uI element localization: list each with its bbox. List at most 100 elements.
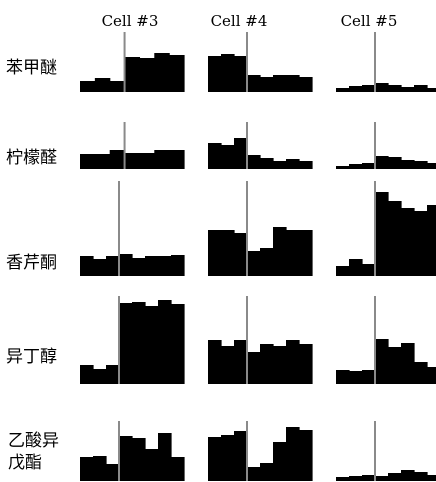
histogram-bar bbox=[260, 158, 274, 169]
histogram-bar bbox=[119, 436, 133, 481]
histogram-bar bbox=[247, 155, 261, 169]
histogram-bar bbox=[401, 208, 415, 276]
histogram-bar bbox=[401, 160, 415, 169]
histogram-bar bbox=[414, 472, 428, 481]
histogram-bar bbox=[139, 153, 155, 169]
histogram-bar bbox=[273, 227, 287, 276]
histogram-bar bbox=[286, 75, 300, 92]
histogram-bar bbox=[208, 437, 222, 481]
histogram-bar bbox=[106, 365, 120, 384]
histogram-bar bbox=[388, 85, 402, 92]
row-label-anisole: 苯甲醚 bbox=[6, 58, 57, 78]
histogram-bar bbox=[93, 259, 107, 276]
histogram-bar bbox=[414, 85, 428, 92]
histogram-bar bbox=[119, 303, 133, 384]
histogram-bar bbox=[388, 347, 402, 384]
histogram-bar bbox=[336, 370, 350, 384]
histogram-bar bbox=[286, 340, 300, 384]
histogram-bar bbox=[286, 230, 300, 276]
histogram-bar bbox=[349, 371, 363, 384]
histogram-bar bbox=[158, 300, 172, 384]
histogram-bar bbox=[154, 53, 170, 92]
histogram-bar bbox=[273, 161, 287, 169]
histogram-bar bbox=[427, 367, 436, 384]
histogram-bar bbox=[336, 477, 350, 481]
histogram-bar bbox=[132, 302, 146, 384]
histogram-bar bbox=[221, 54, 235, 92]
histogram-bar bbox=[93, 456, 107, 481]
histogram-bar bbox=[94, 78, 111, 92]
histogram-grid bbox=[80, 32, 436, 481]
histogram-bar bbox=[375, 192, 389, 276]
histogram-bar bbox=[171, 304, 185, 384]
histogram-bar bbox=[299, 161, 313, 169]
histogram-bar bbox=[299, 77, 313, 92]
histogram-bar bbox=[208, 143, 222, 169]
histogram-bar bbox=[234, 138, 248, 169]
histogram-bar bbox=[375, 476, 389, 481]
histogram-bar bbox=[124, 57, 141, 92]
histogram-bar bbox=[273, 442, 287, 481]
histogram-bar bbox=[158, 433, 172, 481]
histogram-bar bbox=[375, 83, 389, 92]
column-label-cell-5: Cell #5 bbox=[341, 12, 398, 30]
row-label-isoamyl-acetate-line2: 戊酯 bbox=[8, 453, 42, 473]
histogram-bar bbox=[145, 306, 159, 384]
histogram-bar bbox=[106, 464, 120, 481]
histogram-bar bbox=[362, 370, 376, 384]
histogram-bar bbox=[362, 85, 376, 92]
histogram-bar bbox=[208, 340, 222, 384]
histogram-bar bbox=[80, 81, 96, 92]
histogram-bar bbox=[299, 230, 313, 276]
histogram-bar bbox=[273, 75, 287, 92]
histogram-bar bbox=[375, 339, 389, 384]
histogram-bar bbox=[427, 163, 436, 169]
histogram-bar bbox=[80, 256, 94, 276]
histogram-bar bbox=[401, 470, 415, 481]
histogram-bar bbox=[80, 365, 94, 384]
column-label-cell-3: Cell #3 bbox=[102, 12, 159, 30]
histogram-bar bbox=[221, 230, 235, 276]
histogram-bar bbox=[260, 77, 274, 92]
histogram-bar bbox=[106, 256, 120, 276]
histogram-bar bbox=[286, 159, 300, 169]
histogram-bar bbox=[273, 346, 287, 384]
row-label-isobutanol: 异丁醇 bbox=[6, 347, 57, 367]
histogram-bar bbox=[124, 153, 141, 169]
histogram-bar bbox=[208, 56, 222, 92]
histogram-bar bbox=[286, 427, 300, 481]
histogram-bar bbox=[109, 150, 126, 169]
histogram-bar bbox=[427, 205, 436, 276]
histogram-bar bbox=[221, 435, 235, 481]
histogram-bar bbox=[349, 259, 363, 276]
histogram-bar bbox=[139, 58, 155, 92]
histogram-bar bbox=[234, 431, 248, 481]
histogram-bar bbox=[336, 166, 350, 169]
histogram-bar bbox=[145, 256, 159, 276]
histogram-bar bbox=[260, 248, 274, 276]
histogram-bar bbox=[234, 340, 248, 384]
histogram-bar bbox=[208, 230, 222, 276]
histogram-bar bbox=[388, 473, 402, 481]
histogram-bar bbox=[362, 264, 376, 276]
histogram-bar bbox=[94, 154, 111, 169]
row-label-carvone: 香芹酮 bbox=[6, 253, 57, 273]
row-label-isoamyl-acetate-line1: 乙酸异 bbox=[8, 431, 59, 451]
histogram-bar bbox=[171, 255, 185, 276]
histogram-bar bbox=[221, 346, 235, 384]
histogram-bar bbox=[93, 369, 107, 384]
histogram-bar bbox=[132, 258, 146, 276]
histogram-bar bbox=[414, 211, 428, 276]
histogram-bar bbox=[234, 233, 248, 276]
histogram-bar bbox=[388, 157, 402, 169]
histogram-bar bbox=[336, 266, 350, 276]
histogram-bar bbox=[401, 87, 415, 92]
histogram-bar bbox=[247, 75, 261, 92]
histogram-bar bbox=[336, 88, 350, 92]
histogram-bar bbox=[427, 88, 436, 92]
histogram-bar bbox=[349, 164, 363, 169]
histogram-bar bbox=[362, 163, 376, 169]
histogram-bar bbox=[247, 352, 261, 384]
histogram-bar bbox=[260, 463, 274, 481]
